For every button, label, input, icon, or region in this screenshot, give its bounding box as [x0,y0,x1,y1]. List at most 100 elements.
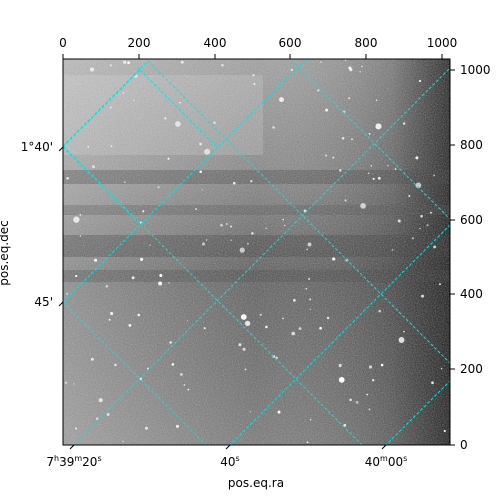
star [293,299,296,302]
star [122,440,124,443]
star [355,401,359,404]
star [394,168,397,170]
star [169,341,172,344]
star [298,327,302,331]
star [123,60,127,64]
star [319,61,322,63]
star [325,154,328,157]
star [195,208,197,211]
star [317,89,320,92]
star [359,70,361,73]
star [307,242,312,247]
star [341,136,345,140]
star [90,67,95,72]
star [164,116,167,120]
star [110,311,114,316]
star [204,148,211,155]
star [95,417,99,420]
star [249,411,251,413]
star [440,367,443,370]
coordinate-grid [63,59,450,445]
ra-tick-label: 40s [220,454,239,469]
star [179,101,181,104]
star [419,227,421,230]
star [377,176,381,180]
star [253,82,256,86]
star [372,177,375,180]
dec-tick-label: 45' [34,295,53,309]
star [415,182,422,189]
star [240,314,247,320]
star [272,126,275,129]
star [133,99,135,102]
star [251,232,254,235]
star [167,157,170,160]
star [309,298,312,301]
star [199,170,202,174]
star [246,242,249,245]
star [242,347,246,351]
star [114,363,117,367]
star [73,383,75,385]
star [339,169,342,172]
right-axis [450,69,455,446]
star [338,377,345,383]
star [230,225,232,228]
star [199,142,202,146]
top-tick-label: 800 [355,36,378,50]
star [87,145,89,148]
star [238,343,242,347]
star [426,224,429,227]
star [443,429,446,433]
star [180,60,184,64]
star [157,186,160,189]
star-field [64,59,446,444]
top-tick-label: 0 [59,36,67,50]
star [175,121,181,127]
star [128,324,132,327]
star [186,320,189,322]
star [277,410,281,414]
star [378,309,382,313]
star [131,276,135,280]
star [187,388,190,391]
star [75,427,78,430]
right-tick-label: 800 [460,138,483,152]
star [205,239,208,241]
star [106,413,110,416]
right-tick-label: 1000 [460,63,491,77]
star [418,79,422,83]
star [171,363,175,366]
star [375,99,378,102]
star [332,257,336,261]
star [420,294,425,298]
sky-image [63,59,450,445]
star [252,74,255,77]
star [275,356,278,359]
star [306,248,308,251]
ra-tick-label: 40m00s [365,454,408,469]
star [110,106,112,109]
star [259,313,262,316]
star [140,257,144,261]
star [326,316,330,320]
dec-axis [58,146,64,307]
star [439,283,441,286]
star [98,398,103,403]
star [239,247,245,253]
star [124,181,126,183]
star [213,121,216,124]
star [348,66,352,70]
star [66,176,69,180]
star [325,108,329,112]
star [305,287,308,290]
star [176,424,179,428]
star [142,210,145,213]
ra-tick-label: 7h39m20s [46,454,101,469]
star [375,123,382,130]
star [79,214,82,216]
star [230,239,232,241]
star [91,165,96,169]
star [109,64,112,67]
x-axis-label: pos.eq.ra [228,476,284,490]
